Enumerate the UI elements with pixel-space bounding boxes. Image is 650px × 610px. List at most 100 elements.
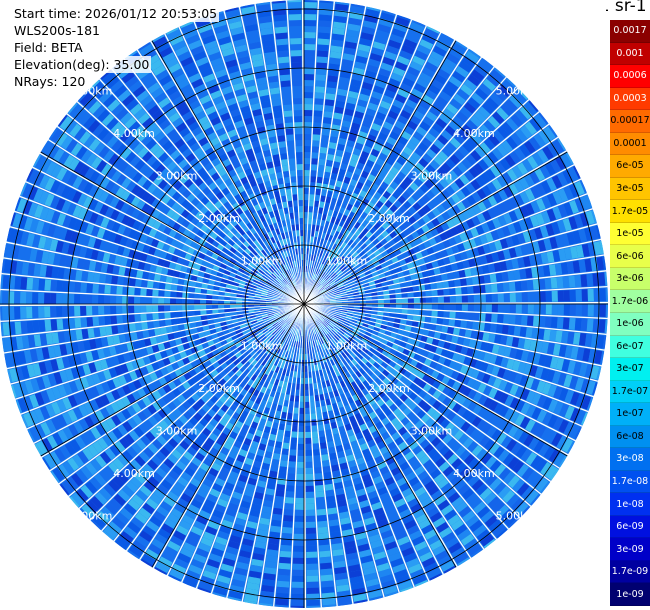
- ray-gate: [474, 360, 483, 370]
- ray-gate: [489, 323, 497, 333]
- ray-gate: [246, 413, 255, 421]
- ray-gate: [472, 404, 483, 415]
- ray-separator: [303, 303, 589, 413]
- ray-gate: [305, 443, 312, 450]
- ray-gate: [426, 407, 437, 417]
- ray-gate: [198, 509, 211, 520]
- ray-gate: [254, 541, 267, 549]
- ray-gate: [525, 490, 539, 504]
- ray-gate: [282, 442, 290, 450]
- ray-gate: [229, 497, 241, 506]
- ray-gate: [282, 405, 288, 413]
- ray-gate: [240, 468, 250, 478]
- ray-gate: [397, 329, 405, 336]
- ray-gate: [358, 462, 368, 471]
- ray-gate: [485, 313, 492, 322]
- ray-gate: [467, 389, 477, 400]
- ray-separator: [257, 303, 305, 605]
- ray-gate: [502, 490, 516, 503]
- ray-gate: [541, 341, 549, 354]
- ray-gate: [295, 503, 304, 510]
- ray-gate: [553, 386, 563, 400]
- ray-gate: [263, 500, 273, 508]
- ray-gate: [355, 488, 366, 497]
- ray-gate: [80, 306, 87, 316]
- ray-gate: [294, 527, 304, 534]
- ray-gate: [359, 442, 369, 451]
- ray-gate: [408, 440, 419, 451]
- ray-gate: [434, 494, 447, 506]
- ray-gate: [378, 328, 386, 335]
- ray-gate: [284, 497, 294, 504]
- ray-gate: [436, 318, 444, 325]
- ray-gate: [352, 477, 363, 486]
- ray-gate: [248, 570, 262, 579]
- ray-gate: [498, 449, 510, 462]
- ray-gate: [228, 590, 243, 600]
- ray-gate: [214, 477, 226, 487]
- ray-gate: [275, 410, 282, 418]
- ray-gate: [304, 68, 315, 75]
- ray-gate: [2, 322, 10, 336]
- ray-gate: [140, 288, 147, 296]
- ray-gate: [407, 497, 419, 508]
- ray-gate: [399, 508, 412, 519]
- ray-gate: [230, 445, 240, 454]
- ray-gate: [390, 368, 398, 377]
- ray-gate: [384, 541, 398, 551]
- ray-gate: [299, 395, 304, 402]
- ray-gate: [273, 378, 280, 386]
- ray-gate: [395, 308, 402, 314]
- ray-gate: [200, 294, 207, 299]
- ray-gate: [244, 457, 254, 466]
- ray-gate: [361, 357, 368, 365]
- ray-gate: [242, 538, 254, 547]
- ray-gate: [362, 372, 370, 380]
- ray-gate: [542, 412, 553, 426]
- ray-gate: [254, 454, 264, 463]
- ray-gate: [415, 362, 424, 370]
- ray-gate: [384, 345, 392, 353]
- ray-gate: [196, 515, 209, 526]
- ray-gate: [418, 518, 431, 530]
- ray-gate: [438, 555, 452, 567]
- ray-gate: [366, 351, 374, 358]
- ray-gate: [325, 489, 335, 497]
- ray-gate: [300, 371, 304, 378]
- ray-gate: [332, 470, 341, 478]
- ray-gate: [452, 403, 462, 414]
- ray-gate: [331, 344, 337, 351]
- ray-gate: [525, 327, 533, 338]
- ray-gate: [346, 313, 353, 317]
- ray-gate: [297, 176, 303, 183]
- ray-gate: [369, 365, 377, 373]
- ray-gate: [446, 410, 457, 421]
- ray-gate: [304, 92, 314, 99]
- ray-gate: [323, 361, 329, 369]
- ray-gate: [0, 290, 3, 304]
- ray-gate: [488, 400, 499, 412]
- ray-gate: [357, 418, 365, 426]
- ray-gate: [294, 116, 303, 123]
- ray-gate: [164, 305, 171, 312]
- ray-gate: [312, 443, 320, 450]
- ray-gate: [429, 345, 438, 353]
- ray-gate: [456, 336, 465, 345]
- ray-gate: [74, 306, 81, 317]
- ray-gate: [313, 116, 322, 123]
- ray-gate: [398, 367, 407, 375]
- ray-gate: [305, 467, 313, 474]
- ray-gate: [282, 521, 293, 528]
- ray-gate: [170, 318, 178, 325]
- ray-gate: [276, 38, 288, 46]
- ray-gate: [479, 435, 491, 448]
- ray-gate: [489, 460, 502, 473]
- ray-gate: [310, 176, 317, 183]
- ray-gate: [487, 413, 498, 425]
- ray-gate: [364, 344, 372, 351]
- ray-gate: [569, 375, 579, 390]
- ray-gate: [407, 304, 414, 309]
- ray-gate: [324, 348, 330, 355]
- ray-gate: [304, 62, 315, 69]
- ray-gate: [241, 443, 250, 452]
